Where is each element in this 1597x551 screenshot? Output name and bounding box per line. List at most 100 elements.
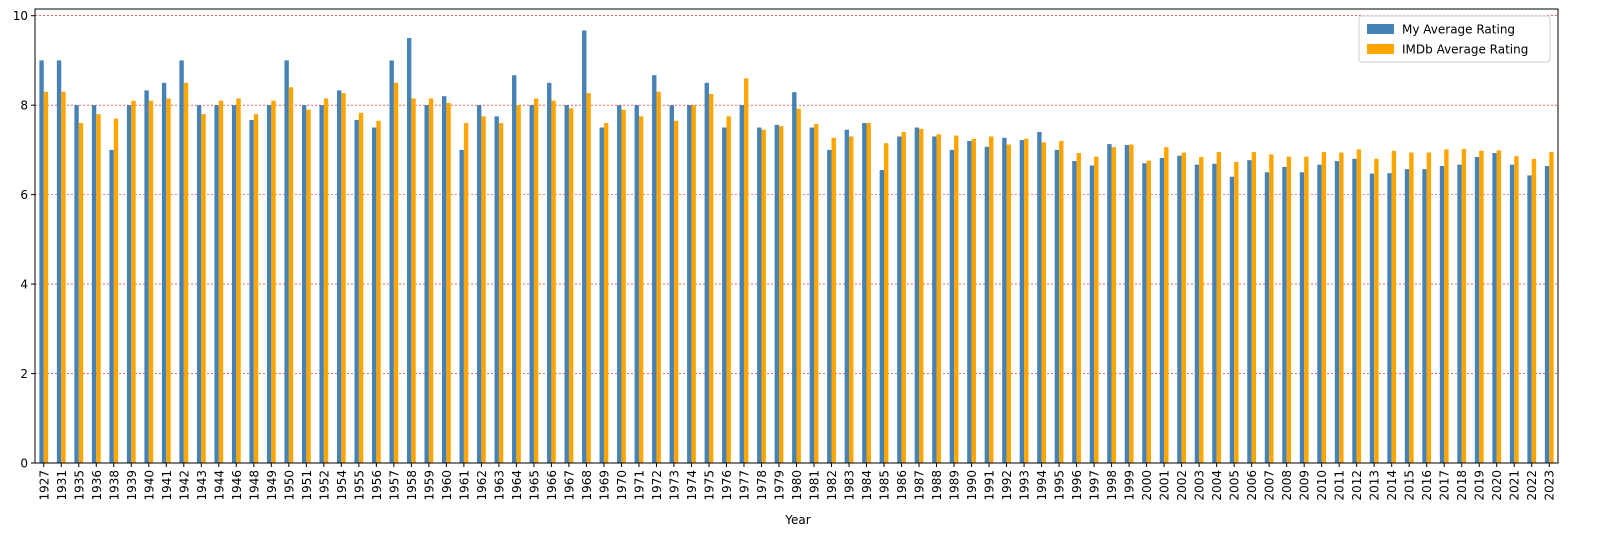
bars-layer (39, 30, 1554, 464)
bar-my-rating (547, 82, 552, 464)
bar-imdb-rating (568, 108, 574, 463)
bar-imdb-rating (1164, 147, 1169, 463)
bar-imdb-rating (1251, 152, 1257, 464)
bar-my-rating (914, 127, 920, 464)
bar-my-rating (494, 116, 499, 463)
bar-imdb-rating (656, 91, 661, 463)
x-tick-label: 1969 (597, 470, 611, 501)
x-tick-label: 1992 (1000, 470, 1014, 501)
x-tick-label: 2020 (1490, 470, 1504, 501)
bar-my-rating (1264, 172, 1270, 463)
x-tick-label: 1970 (615, 470, 629, 501)
x-tick-label: 1982 (825, 470, 839, 501)
x-tick-label: 1991 (983, 470, 997, 501)
x-tick-label: 2008 (1280, 470, 1294, 501)
bar-imdb-rating (586, 93, 591, 463)
bar-imdb-rating (691, 105, 696, 464)
bar-my-rating (354, 119, 359, 464)
bar-my-rating (196, 105, 202, 464)
bar-my-rating (1089, 165, 1095, 463)
bar-imdb-rating (166, 98, 171, 463)
x-tick-label: 2023 (1543, 470, 1557, 501)
x-tick-label: 1967 (562, 470, 576, 501)
bar-my-rating (1194, 164, 1200, 463)
x-tick-label: 2012 (1350, 470, 1364, 501)
bar-my-rating (932, 136, 937, 463)
bar-imdb-rating (306, 109, 311, 464)
bar-imdb-rating (341, 93, 346, 463)
bar-imdb-rating (1321, 152, 1327, 464)
x-tick-label: 1949 (265, 470, 279, 501)
x-tick-label: 1985 (878, 470, 892, 501)
x-tick-label: 1962 (475, 470, 489, 501)
x-tick-label: 1965 (527, 470, 541, 501)
x-tick-label: 1951 (300, 470, 314, 501)
bar-imdb-rating (43, 91, 49, 463)
bar-imdb-rating (96, 114, 101, 463)
bar-imdb-rating (1461, 149, 1467, 464)
bar-my-rating (1229, 176, 1235, 463)
x-tick-label: 1997 (1088, 470, 1102, 501)
bar-imdb-rating (131, 100, 136, 463)
bar-imdb-rating (726, 116, 731, 463)
x-tick-label: 1955 (352, 470, 366, 501)
bar-imdb-rating (1339, 152, 1344, 463)
x-tick-label: 1960 (440, 470, 454, 501)
bar-imdb-rating (393, 82, 399, 464)
x-tick-label: 1964 (510, 470, 524, 501)
bar-my-rating (1334, 161, 1340, 464)
bar-imdb-rating (831, 137, 836, 463)
bar-my-rating (249, 119, 254, 464)
bar-imdb-rating (1094, 156, 1099, 464)
legend-label: IMDb Average Rating (1402, 43, 1528, 57)
bar-imdb-rating (989, 136, 994, 463)
bar-my-rating (91, 105, 97, 464)
bar-imdb-rating (446, 102, 451, 464)
bar-my-rating (319, 105, 324, 464)
bar-my-rating (652, 75, 657, 464)
bar-my-rating (126, 105, 132, 464)
bar-imdb-rating (61, 91, 66, 463)
bar-imdb-rating (516, 105, 521, 464)
x-tick-label: 1998 (1105, 470, 1119, 501)
bar-imdb-rating (428, 98, 434, 463)
bar-my-rating (424, 105, 429, 464)
legend: My Average Rating IMDb Average Rating (1358, 15, 1551, 63)
x-tick-label: 1941 (160, 470, 174, 501)
bar-imdb-rating (1496, 150, 1502, 463)
bar-my-rating (827, 149, 832, 463)
bar-my-rating (1509, 164, 1515, 463)
x-tick-label: 1995 (1053, 470, 1067, 501)
bar-my-rating (371, 127, 377, 464)
x-tick-label: 1961 (457, 470, 471, 501)
bar-imdb-rating (778, 126, 784, 463)
bar-imdb-rating (463, 123, 469, 463)
x-tick-label: 1986 (895, 470, 909, 501)
bar-imdb-rating (761, 129, 766, 463)
x-tick-label: 1994 (1035, 470, 1049, 501)
bar-imdb-rating (358, 112, 364, 464)
bar-imdb-rating (236, 98, 241, 463)
x-tick-label: 1927 (37, 470, 51, 501)
legend-swatch (1367, 44, 1394, 54)
x-tick-label: 2016 (1420, 470, 1434, 501)
legend-label: My Average Rating (1402, 23, 1515, 37)
bar-my-rating (1124, 144, 1130, 463)
x-tick-label: 2009 (1298, 470, 1312, 501)
bar-my-rating (214, 105, 219, 464)
bar-my-rating (109, 149, 114, 463)
bar-imdb-rating (919, 128, 924, 463)
x-tick-label: 2007 (1263, 470, 1277, 501)
x-tick-label: 2013 (1368, 470, 1382, 501)
bar-imdb-rating (253, 114, 259, 463)
bar-my-rating (56, 60, 62, 464)
x-tick-label: 1977 (737, 470, 751, 501)
bar-imdb-rating (884, 143, 889, 463)
bar-my-rating (599, 127, 604, 464)
bar-imdb-rating (814, 123, 819, 463)
x-tick-label: 1988 (930, 470, 944, 501)
bar-imdb-rating (533, 98, 539, 463)
bar-imdb-rating (1356, 149, 1362, 463)
x-tick-label: 1944 (212, 470, 226, 501)
